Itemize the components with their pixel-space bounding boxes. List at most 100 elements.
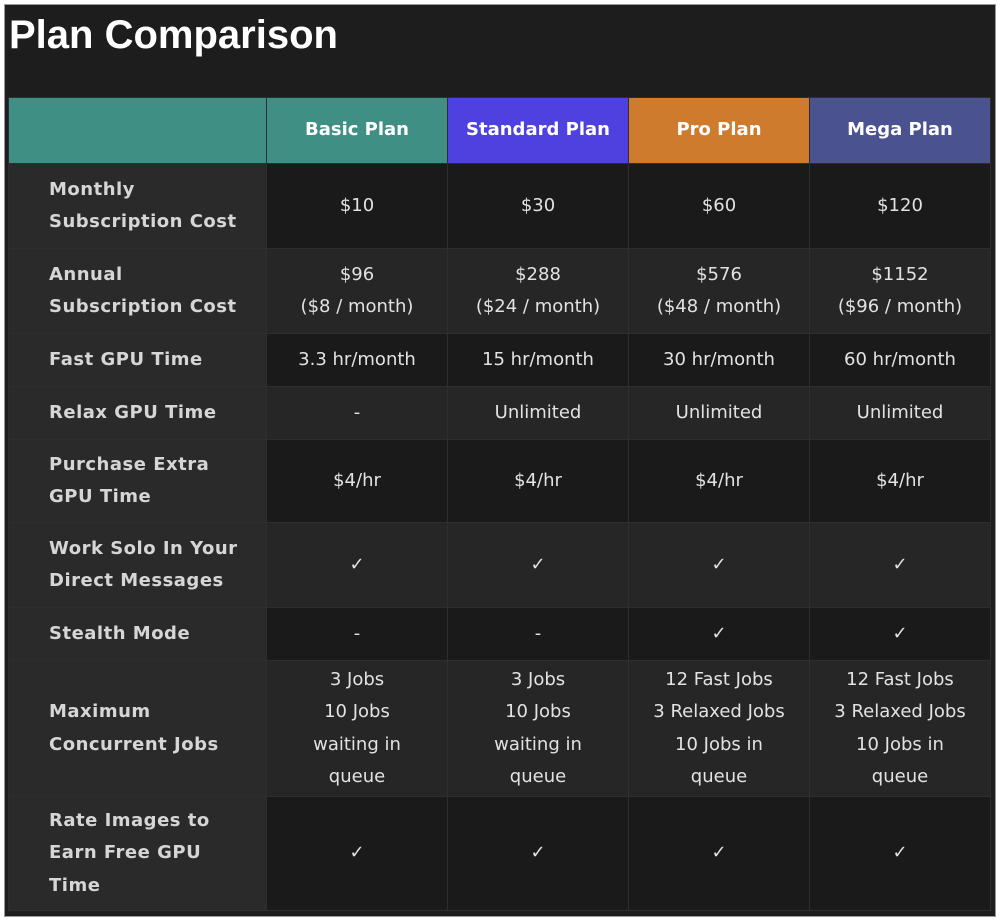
cell-line: 60 hr/month bbox=[844, 348, 956, 370]
cell-line: $4/hr bbox=[695, 469, 743, 491]
cell-line: $60 bbox=[701, 194, 737, 216]
cell-line: ✓ bbox=[892, 842, 908, 864]
cell-line: $288 bbox=[515, 263, 561, 285]
cell-line: waiting in bbox=[313, 733, 401, 755]
plan-cell: ✓ bbox=[266, 796, 448, 911]
cell-line: queue bbox=[328, 766, 386, 787]
table-row: Annual Subscription Cost $96 ($8 / month) $2… bbox=[8, 248, 991, 334]
row-label: Fast GPU Time bbox=[8, 333, 267, 387]
plan-cell: ✓ bbox=[447, 796, 629, 911]
label-line: Subscription Cost bbox=[49, 296, 237, 317]
label-line: Work Solo In Your bbox=[49, 537, 238, 559]
plan-header: Mega Plan bbox=[809, 97, 991, 164]
cell-line: $576 bbox=[696, 263, 742, 285]
table-row: Maximum Concurrent Jobs 3 Jobs 10 Jobs waiti… bbox=[8, 660, 991, 797]
cell-line: ✓ bbox=[530, 842, 546, 864]
plan-cell: ✓ bbox=[809, 522, 991, 608]
cell-line: - bbox=[534, 622, 542, 644]
plan-cell: 15 hr/month bbox=[447, 333, 629, 387]
cell-line: 3 Relaxed Jobs bbox=[653, 701, 785, 722]
cell-line: Unlimited bbox=[675, 401, 763, 423]
plan-table: Basic Plan Standard Plan Pro Plan Mega Plan… bbox=[8, 97, 991, 911]
label-line: Rate Images to bbox=[49, 809, 210, 831]
cell-line: $120 bbox=[877, 194, 923, 216]
table-row: Stealth Mode - - ✓ ✓ bbox=[8, 607, 991, 661]
page: Plan Comparison Basic Plan Standard Plan P… bbox=[4, 4, 996, 917]
cell-line: ($24 / month) bbox=[475, 296, 601, 317]
plan-cell: 60 hr/month bbox=[809, 333, 991, 387]
cell-line: waiting in bbox=[494, 733, 582, 755]
plan-cell: ✓ bbox=[447, 522, 629, 608]
plan-cell: $288 ($24 / month) bbox=[447, 248, 629, 334]
cell-line: ✓ bbox=[711, 622, 727, 644]
label-line: Maximum bbox=[49, 701, 151, 722]
table-row: Work Solo In Your Direct Messages ✓ ✓ ✓ ✓ bbox=[8, 522, 991, 608]
cell-line: 10 Jobs bbox=[505, 701, 571, 722]
page-title: Plan Comparison bbox=[9, 13, 338, 57]
plan-cell: Unlimited bbox=[809, 386, 991, 440]
label-line: Stealth Mode bbox=[49, 622, 191, 644]
plan-cell: ✓ bbox=[809, 607, 991, 661]
cell-line: ✓ bbox=[349, 842, 365, 864]
table-row: Rate Images to Earn Free GPU Time ✓ ✓ ✓ ✓ bbox=[8, 796, 991, 911]
cell-line: 10 Jobs bbox=[324, 701, 390, 722]
cell-line: $4/hr bbox=[333, 469, 381, 491]
table-row: Purchase Extra GPU Time $4/hr $4/hr $4/hr $4/… bbox=[8, 439, 991, 523]
cell-line: 3.3 hr/month bbox=[298, 348, 416, 370]
plan-cell: 30 hr/month bbox=[628, 333, 810, 387]
cell-line: $1152 bbox=[871, 263, 929, 285]
cell-line: 3 Jobs bbox=[510, 668, 566, 690]
row-label: Stealth Mode bbox=[8, 607, 267, 661]
cell-line: ✓ bbox=[349, 553, 365, 575]
row-label: Work Solo In Your Direct Messages bbox=[8, 522, 267, 608]
plan-cell: $10 bbox=[266, 163, 448, 249]
cell-line: Unlimited bbox=[856, 401, 944, 423]
plan-cell: Unlimited bbox=[628, 386, 810, 440]
plan-cell: $576 ($48 / month) bbox=[628, 248, 810, 334]
plan-cell: 12 Fast Jobs 3 Relaxed Jobs 10 Jobs in queu… bbox=[628, 660, 810, 797]
plan-cell: Unlimited bbox=[447, 386, 629, 440]
plan-cell: 3.3 hr/month bbox=[266, 333, 448, 387]
row-label: Relax GPU Time bbox=[8, 386, 267, 440]
plan-cell: $4/hr bbox=[447, 439, 629, 523]
table-row: Monthly Subscription Cost $10 $30 $60 $120 bbox=[8, 163, 991, 249]
cell-line: $4/hr bbox=[514, 469, 562, 491]
plan-cell: $4/hr bbox=[266, 439, 448, 523]
row-label: Monthly Subscription Cost bbox=[8, 163, 267, 249]
plan-cell: 12 Fast Jobs 3 Relaxed Jobs 10 Jobs in queu… bbox=[809, 660, 991, 797]
cell-line: 30 hr/month bbox=[663, 348, 775, 370]
row-label: Purchase Extra GPU Time bbox=[8, 439, 267, 523]
cell-line: ($8 / month) bbox=[300, 296, 414, 317]
plan-cell: $60 bbox=[628, 163, 810, 249]
plan-cell: $1152 ($96 / month) bbox=[809, 248, 991, 334]
cell-line: Unlimited bbox=[494, 401, 582, 423]
cell-line: ✓ bbox=[711, 553, 727, 575]
plan-cell: $4/hr bbox=[809, 439, 991, 523]
label-line: Annual bbox=[49, 263, 123, 285]
cell-line: queue bbox=[871, 766, 929, 787]
plan-cell: ✓ bbox=[266, 522, 448, 608]
row-label: Rate Images to Earn Free GPU Time bbox=[8, 796, 267, 911]
corner-cell bbox=[8, 97, 267, 164]
plan-cell: ✓ bbox=[809, 796, 991, 911]
header-row: Basic Plan Standard Plan Pro Plan Mega Plan bbox=[8, 97, 991, 164]
table-row: Fast GPU Time 3.3 hr/month 15 hr/month 30 h… bbox=[8, 333, 991, 387]
row-label: Maximum Concurrent Jobs bbox=[8, 660, 267, 797]
cell-line: 12 Fast Jobs bbox=[665, 668, 773, 690]
label-line: Monthly bbox=[49, 178, 135, 200]
plan-cell: $120 bbox=[809, 163, 991, 249]
label-line: Subscription Cost bbox=[49, 211, 237, 232]
plan-cell: 3 Jobs 10 Jobs waiting in queue bbox=[266, 660, 448, 797]
label-line: GPU Time bbox=[49, 486, 152, 507]
label-line: Time bbox=[49, 874, 101, 896]
cell-line: ($96 / month) bbox=[837, 296, 963, 317]
cell-line: - bbox=[353, 401, 361, 423]
cell-line: 3 Jobs bbox=[329, 668, 385, 690]
plan-cell: $96 ($8 / month) bbox=[266, 248, 448, 334]
label-line: Purchase Extra bbox=[49, 453, 210, 475]
label-line: Relax GPU Time bbox=[49, 401, 217, 423]
cell-line: $4/hr bbox=[876, 469, 924, 491]
cell-line: 15 hr/month bbox=[482, 348, 594, 370]
plan-header: Pro Plan bbox=[628, 97, 810, 164]
plan-cell: - bbox=[266, 386, 448, 440]
